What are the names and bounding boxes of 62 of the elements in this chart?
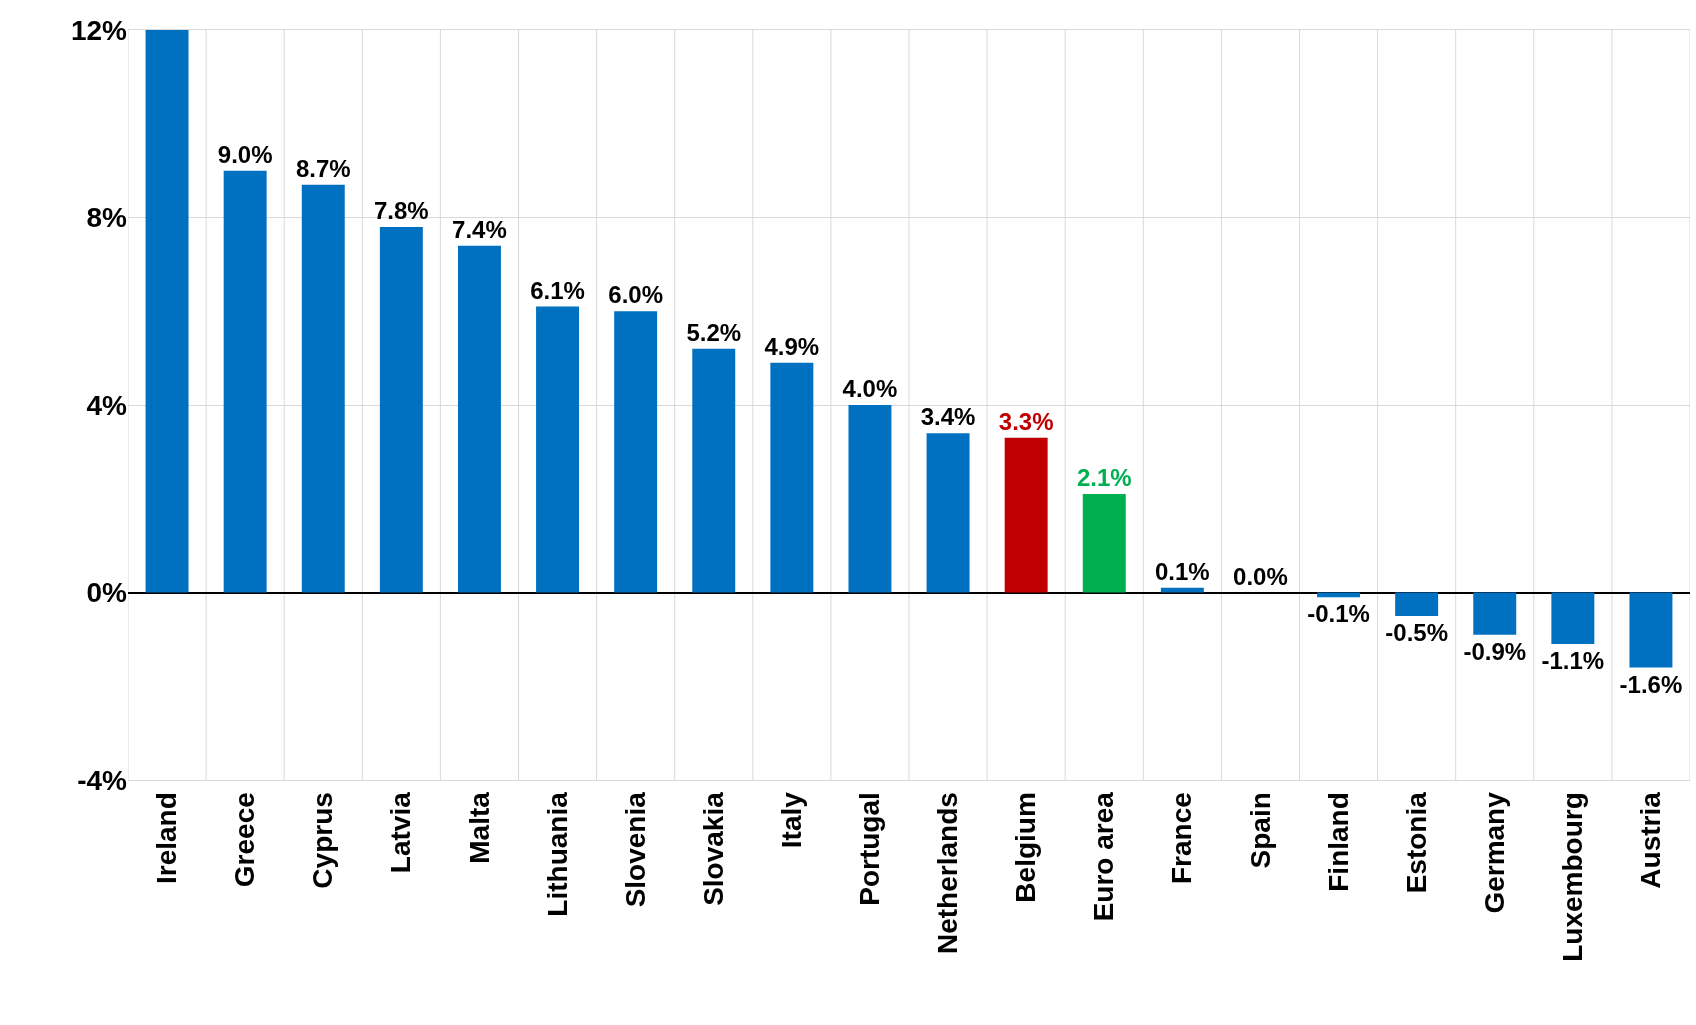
y-tick-label: 8% (86, 202, 128, 234)
bar (1004, 437, 1048, 593)
x-tick-label: Slovenia (619, 791, 651, 908)
data-label: 4.0% (842, 375, 898, 402)
x-tick-label: Malta (463, 791, 495, 864)
data-label: -1.1% (1541, 647, 1605, 675)
bar (848, 405, 892, 593)
bar (1395, 592, 1439, 616)
data-label: 7.4% (452, 215, 507, 243)
y-tick-label: 4% (86, 389, 128, 421)
x-tick-label: Austria (1635, 791, 1667, 889)
x-tick-label: Belgium (1010, 792, 1042, 903)
bar (692, 348, 736, 593)
y-tick-label: -4% (77, 764, 128, 796)
bar (926, 433, 970, 593)
data-label: 0.0% (1233, 562, 1288, 590)
y-tick-label: 12% (70, 14, 128, 46)
bar (1473, 592, 1517, 635)
bar (1629, 592, 1673, 668)
x-tick-label: Estonia (1400, 791, 1432, 894)
data-label: 4.9% (764, 332, 820, 360)
y-tick-label: 0% (86, 577, 128, 609)
data-label: 3.4% (920, 403, 976, 431)
data-label: 8.7% (295, 154, 351, 182)
data-label: 2.1% (1076, 464, 1132, 492)
bar (457, 245, 501, 593)
bar (223, 170, 267, 593)
x-tick-label: Finland (1322, 792, 1354, 892)
x-tick-label: Ireland (151, 792, 183, 885)
bar (614, 311, 658, 593)
data-label: 3.3% (998, 407, 1054, 435)
x-tick-label: Italy (775, 791, 807, 849)
bar (1082, 494, 1126, 593)
x-tick-label: Greece (229, 792, 261, 888)
data-label: 6.1% (530, 276, 585, 304)
x-tick-label: Netherlands (932, 792, 964, 955)
x-tick-label: Cyprus (307, 792, 339, 889)
data-label: -0.1% (1307, 600, 1370, 628)
x-tick-label: Lithuania (541, 791, 573, 917)
bar (301, 184, 345, 593)
x-tick-label: Latvia (385, 791, 417, 874)
bar (770, 362, 814, 593)
x-tick-label: France (1166, 792, 1198, 885)
x-tick-label: Germany (1478, 791, 1510, 914)
data-label: -1.6% (1619, 670, 1683, 698)
data-label: 6.0% (608, 281, 663, 309)
data-label: 5.2% (686, 318, 742, 346)
data-label: 0.1% (1155, 557, 1210, 585)
bar (1160, 587, 1204, 593)
data-label: 7.8% (374, 196, 429, 224)
x-tick-label: Luxembourg (1556, 792, 1588, 962)
x-tick-label: Portugal (854, 792, 886, 906)
x-tick-label: Slovakia (697, 791, 729, 906)
data-label: -0.9% (1463, 637, 1527, 665)
bar (536, 306, 580, 593)
bar (145, 30, 189, 593)
data-label: -0.5% (1385, 618, 1448, 646)
data-label: 9.0% (217, 140, 273, 168)
x-tick-label: Spain (1244, 792, 1276, 869)
x-tick-label: Euro area (1088, 791, 1120, 922)
bar (379, 226, 423, 593)
bar (1551, 592, 1595, 645)
